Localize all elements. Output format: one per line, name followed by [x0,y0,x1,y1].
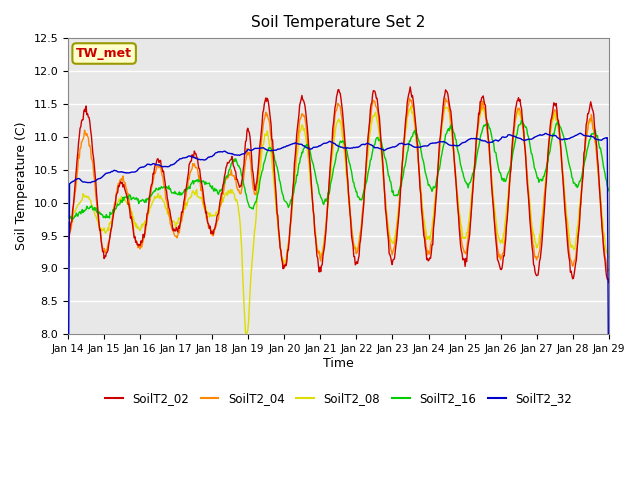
SoilT2_32 [130,169,138,175]
Line: SoilT2_08: SoilT2_08 [68,106,609,336]
SoilT2_32 [420,143,428,149]
SoilT2_16 [64,215,72,221]
SoilT2_08 [130,214,138,220]
SoilT2_02 [420,236,428,241]
Text: TW_met: TW_met [76,47,132,60]
Line: SoilT2_02: SoilT2_02 [68,87,609,283]
SoilT2_04 [604,268,611,274]
SoilT2_08 [213,210,221,216]
SoilT2_08 [407,103,415,109]
SoilT2_16 [420,165,428,170]
SoilT2_16 [518,118,525,123]
SoilT2_32 [64,452,72,458]
SoilT2_08 [405,108,413,114]
SoilT2_16 [605,188,612,193]
Line: SoilT2_04: SoilT2_04 [68,98,609,271]
SoilT2_32 [577,131,584,136]
SoilT2_02 [74,150,82,156]
SoilT2_08 [74,202,82,208]
SoilT2_02 [605,280,612,286]
SoilT2_16 [68,216,76,222]
SoilT2_04 [420,226,428,231]
SoilT2_16 [214,190,221,196]
SoilT2_16 [405,142,413,147]
SoilT2_04 [605,266,612,272]
SoilT2_08 [184,196,192,202]
SoilT2_02 [184,171,192,177]
SoilT2_02 [64,236,72,241]
Line: SoilT2_16: SoilT2_16 [68,120,609,219]
SoilT2_16 [131,195,138,201]
SoilT2_08 [64,216,72,222]
SoilT2_02 [130,229,138,235]
SoilT2_04 [184,176,192,181]
SoilT2_16 [185,184,193,190]
SoilT2_04 [74,166,82,171]
SoilT2_04 [442,96,449,101]
SoilT2_04 [130,226,138,231]
SoilT2_16 [75,210,83,216]
SoilT2_02 [406,84,414,90]
X-axis label: Time: Time [323,357,354,370]
SoilT2_04 [64,237,72,242]
SoilT2_02 [213,214,221,219]
SoilT2_04 [213,219,221,225]
SoilT2_32 [184,153,192,159]
SoilT2_02 [404,95,412,101]
SoilT2_32 [605,424,612,430]
SoilT2_08 [421,226,429,232]
Y-axis label: Soil Temperature (C): Soil Temperature (C) [15,122,28,251]
SoilT2_08 [243,333,250,339]
SoilT2_08 [605,255,612,261]
Line: SoilT2_32: SoilT2_32 [68,133,609,455]
Title: Soil Temperature Set 2: Soil Temperature Set 2 [252,15,426,30]
SoilT2_32 [404,141,412,147]
SoilT2_32 [74,176,82,181]
Legend: SoilT2_02, SoilT2_04, SoilT2_08, SoilT2_16, SoilT2_32: SoilT2_02, SoilT2_04, SoilT2_08, SoilT2_… [100,388,577,410]
SoilT2_04 [404,104,412,109]
SoilT2_32 [213,150,221,156]
